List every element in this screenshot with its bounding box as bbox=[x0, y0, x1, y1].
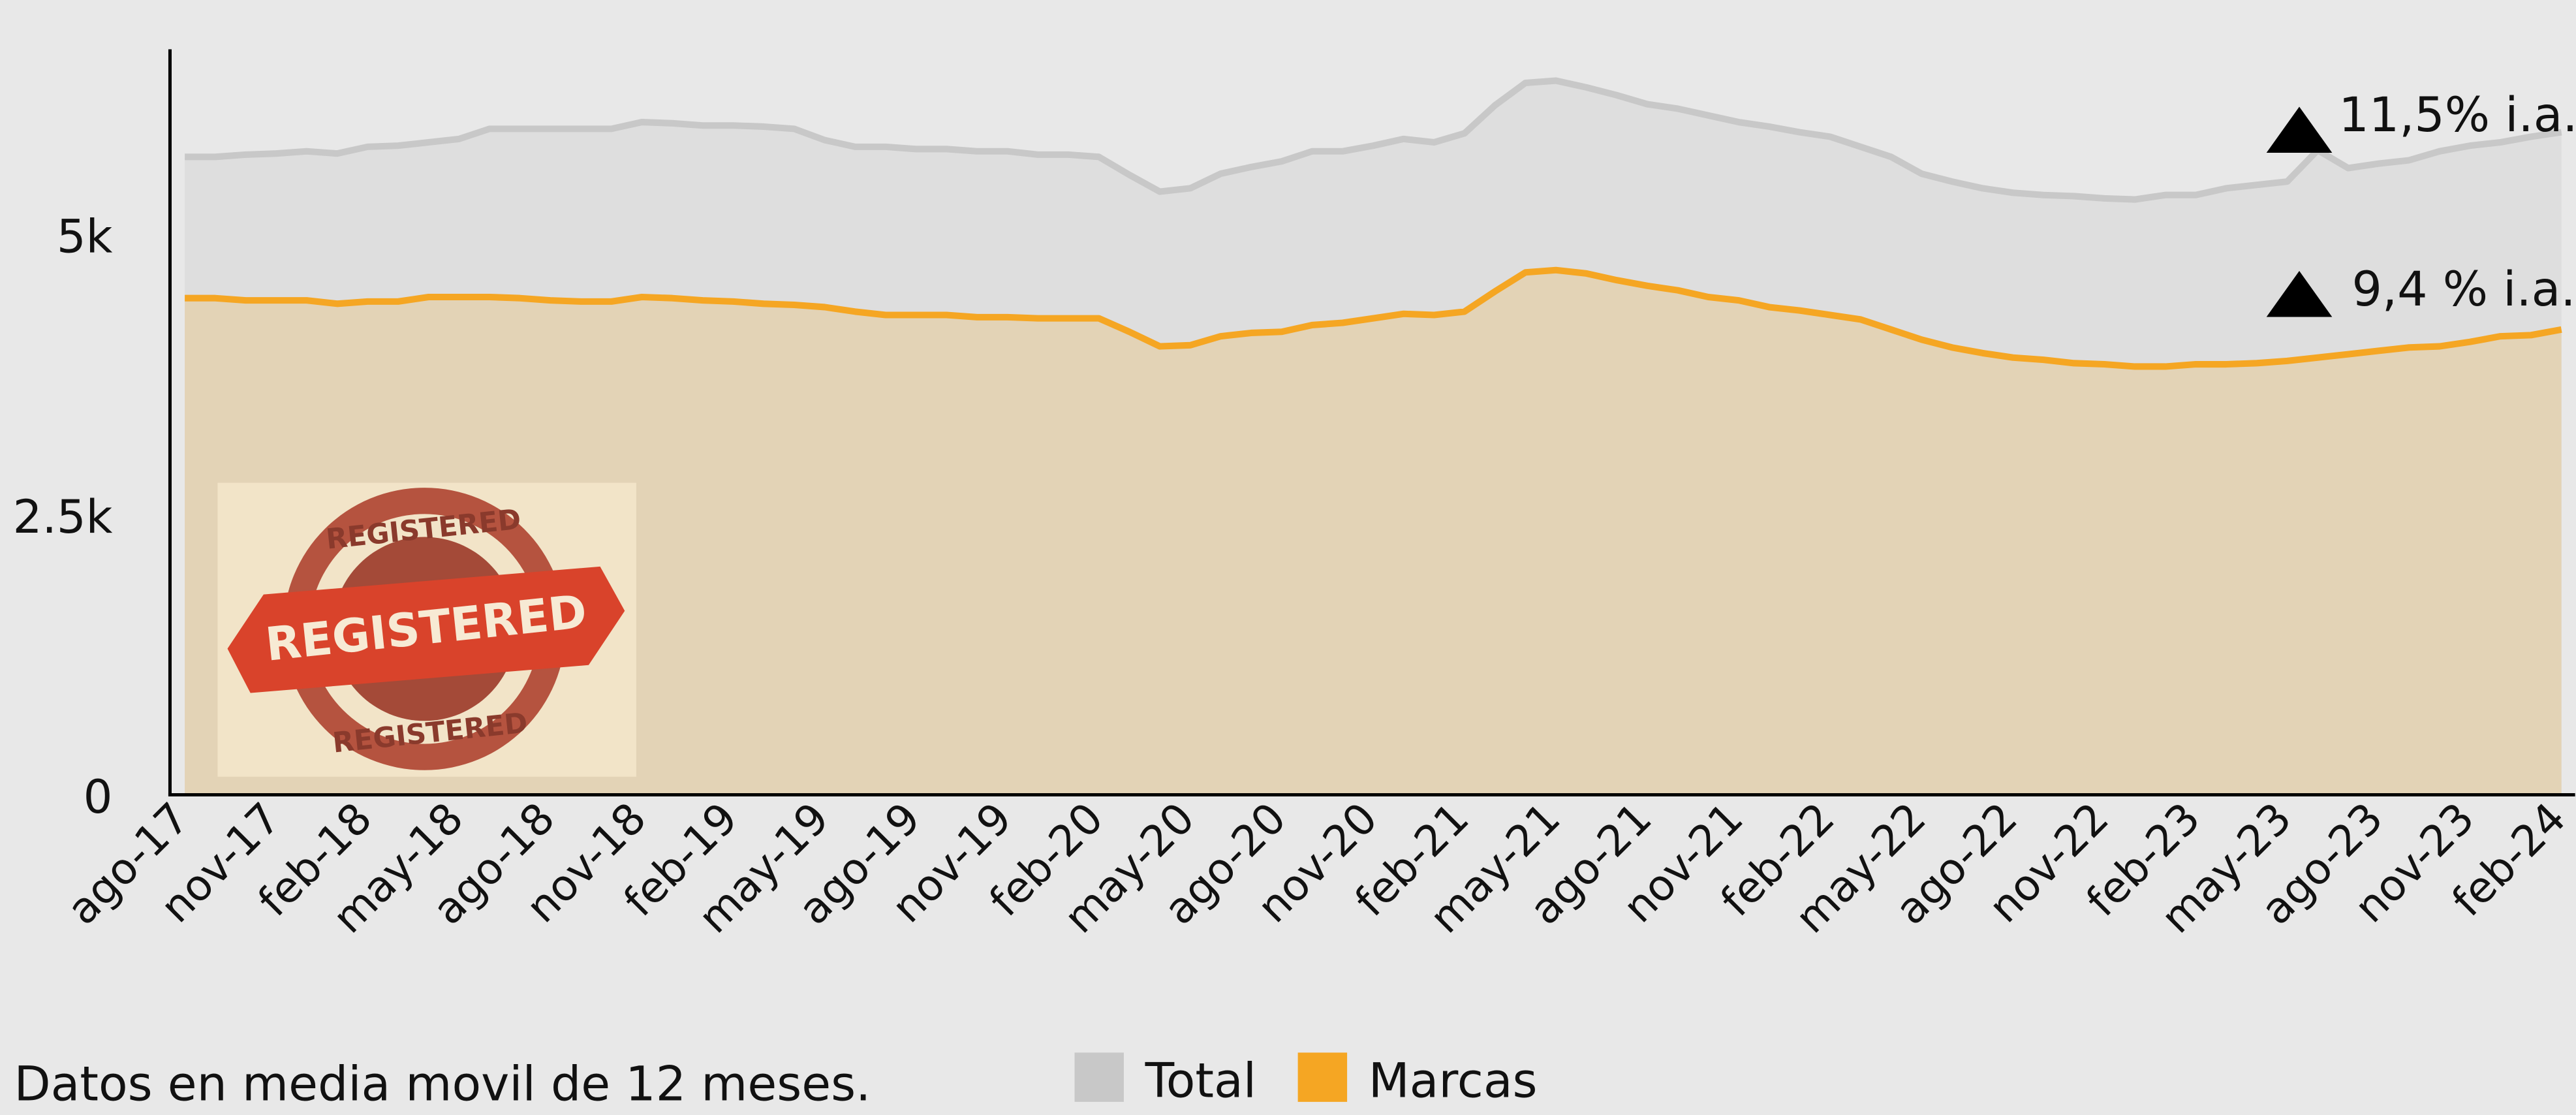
annotation: 9,4 % i.a. bbox=[2352, 262, 2576, 317]
line bbox=[185, 77, 2562, 203]
line bbox=[185, 266, 2562, 370]
y-tick-label: 5k bbox=[57, 210, 113, 263]
footnote: Datos en media movil de 12 meses. bbox=[14, 1056, 871, 1112]
legend: Total Marcas bbox=[1074, 1052, 1538, 1108]
up-arrow bbox=[2266, 106, 2333, 153]
stamp-banner bbox=[227, 566, 625, 693]
legend-label: Total bbox=[1145, 1053, 1256, 1108]
plot-area bbox=[185, 77, 2562, 795]
annotation: 11,5% i.a. bbox=[2338, 87, 2576, 143]
legend-swatch bbox=[1297, 1052, 1348, 1102]
y-tick-label: 2.5k bbox=[13, 490, 113, 544]
y-tick-label: 0 bbox=[84, 770, 113, 824]
legend-swatch bbox=[1074, 1052, 1124, 1102]
up-arrow bbox=[2266, 271, 2333, 317]
legend-label: Marcas bbox=[1369, 1053, 1538, 1108]
stamp: REGISTERED REGISTERED REGISTERED bbox=[217, 482, 636, 777]
area bbox=[185, 270, 2562, 795]
